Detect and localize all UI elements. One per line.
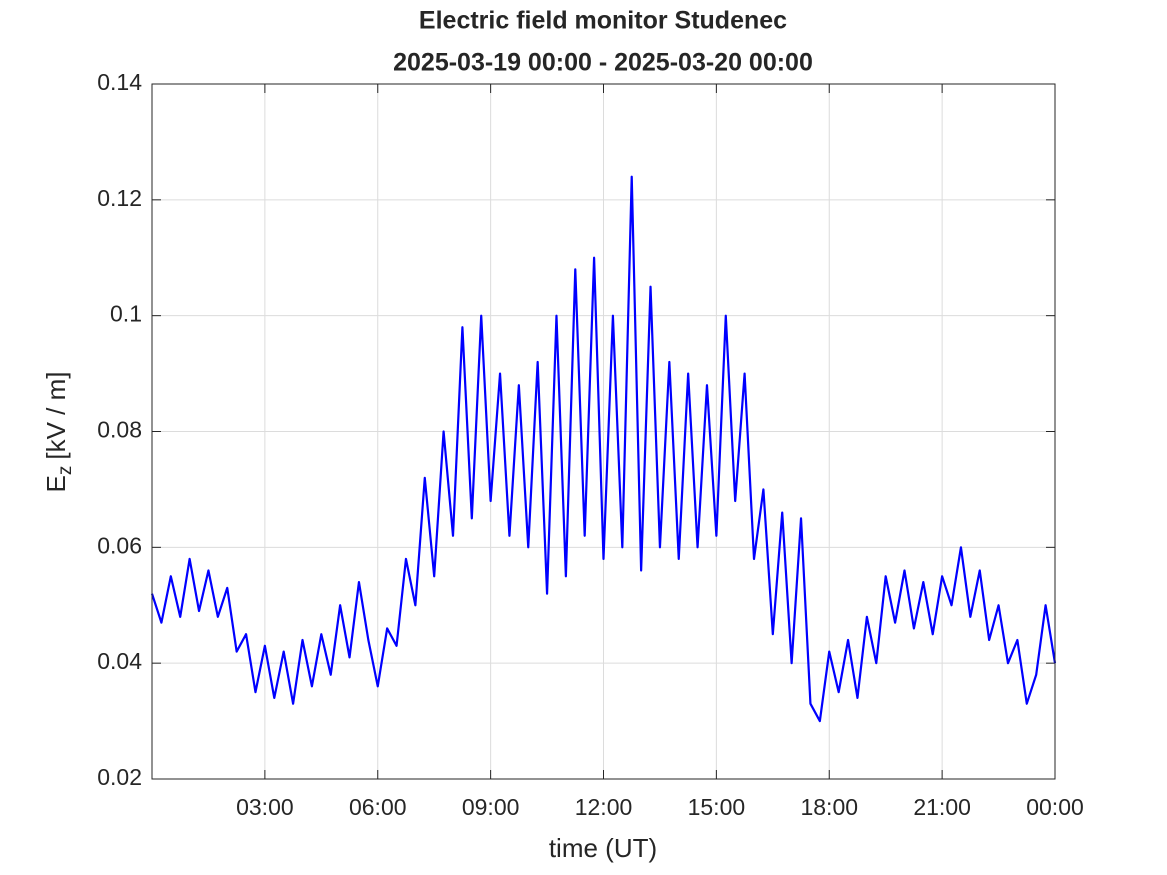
x-tick-label: 09:00 [462, 794, 520, 820]
y-label-main: E [41, 475, 71, 492]
plot-frame [151, 83, 1056, 780]
data-line [150, 175, 1057, 723]
y-tick-label: 0.06 [97, 532, 142, 558]
chart-subtitle: 2025-03-19 00:00 - 2025-03-20 00:00 [393, 49, 813, 77]
y-tick-label: 0.1 [110, 301, 142, 327]
y-tick-label: 0.12 [97, 185, 142, 211]
x-tick-label: 06:00 [349, 794, 407, 820]
x-tick-label: 15:00 [688, 794, 746, 820]
y-tick-label: 0.02 [97, 764, 142, 790]
x-axis-label: time (UT) [549, 833, 657, 863]
y-label-unit: [kV / m] [41, 372, 71, 460]
x-tick-label: 03:00 [236, 794, 294, 820]
y-tick-label: 0.14 [97, 69, 142, 95]
y-axis-label: Ez [kV / m] [41, 372, 76, 493]
chart-title: Electric field monitor Studenec [419, 7, 787, 35]
y-tick-label: 0.04 [97, 648, 142, 674]
x-tick-label: 00:00 [1026, 794, 1084, 820]
y-tick-label: 0.08 [97, 417, 142, 443]
x-tick-label: 21:00 [913, 794, 971, 820]
x-tick-label: 18:00 [800, 794, 858, 820]
y-label-sub: z [55, 466, 76, 476]
x-tick-label: 12:00 [575, 794, 633, 820]
